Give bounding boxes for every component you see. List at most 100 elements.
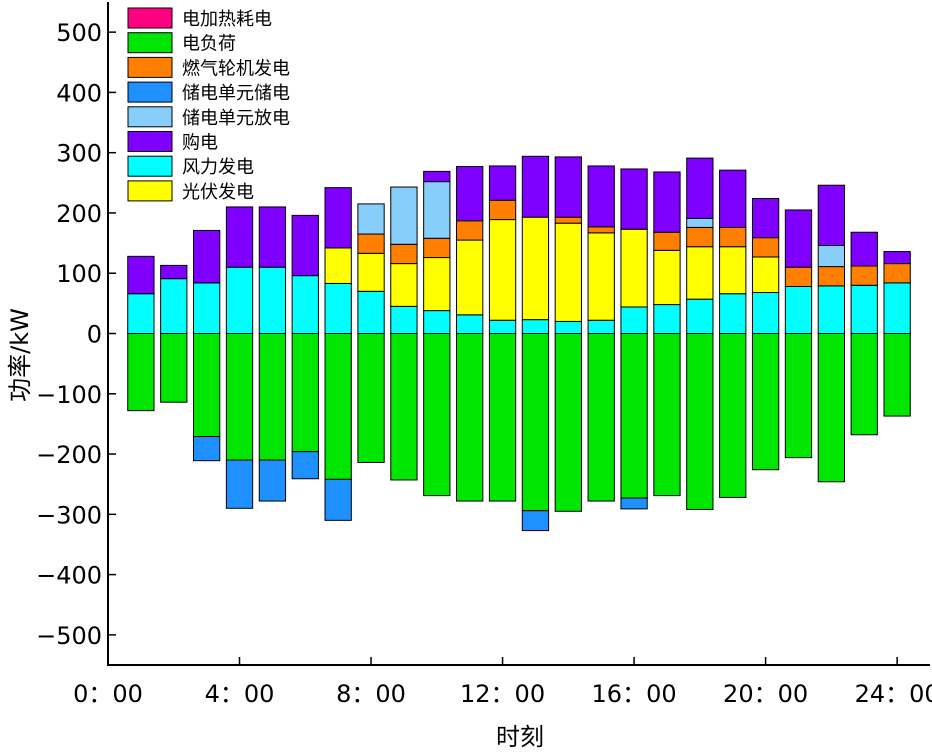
bar-segment-h19-s7 — [719, 246, 747, 295]
x-tick-label: 0：00 — [73, 680, 143, 708]
bar-segment-h8-s6 — [357, 290, 385, 334]
bar-segment-h8-s1 — [357, 333, 385, 463]
bar-segment-h11-s2 — [456, 220, 484, 241]
bar-segment-h8-s2 — [357, 233, 385, 254]
bar-segment-h10-s2 — [423, 237, 451, 259]
bar-segment-h16-s7 — [620, 228, 648, 308]
y-tick-label: 300 — [56, 140, 102, 168]
bar-segment-h22-s2 — [817, 266, 846, 287]
bar-segment-h7-s5 — [324, 187, 352, 249]
bar-segment-h19-s5 — [719, 169, 747, 228]
bar-segment-h6-s5 — [291, 214, 319, 277]
legend-label: 电加热耗电 — [182, 9, 272, 30]
bar-segment-h20-s6 — [751, 292, 780, 335]
bar-segment-h9-s6 — [390, 305, 418, 335]
bar-segment-h12-s6 — [488, 319, 517, 334]
x-tick-label: 20：00 — [723, 680, 808, 708]
bar-segment-h22-s5 — [817, 184, 846, 246]
bar-segment-h22-s1 — [817, 333, 846, 483]
legend-label: 储电单元储电 — [182, 83, 290, 104]
x-tick-label: 8：00 — [336, 680, 406, 708]
legend-label: 储电单元放电 — [182, 108, 290, 129]
bar-segment-h1-s6 — [127, 293, 155, 334]
bar-segment-h14-s7 — [554, 222, 582, 322]
legend-swatch — [127, 131, 173, 152]
legend-label: 燃气轮机发电 — [182, 58, 290, 79]
y-tick-label: 200 — [56, 200, 102, 228]
bar-segment-h19-s2 — [719, 226, 747, 248]
legend-swatch — [127, 155, 173, 177]
bar-segment-h9-s1 — [390, 333, 418, 481]
bar-segment-h11-s5 — [456, 166, 484, 222]
bar-segment-h9-s4 — [390, 186, 418, 245]
bar-segment-h18-s2 — [686, 226, 714, 248]
bar-segment-h22-s6 — [817, 285, 846, 335]
x-tick-label: 16：00 — [592, 680, 677, 708]
bar-segment-h12-s2 — [488, 199, 517, 221]
y-tick-label: 0 — [87, 321, 102, 349]
bar-segment-h5-s1 — [258, 333, 287, 461]
y-tick-label: 400 — [56, 79, 102, 107]
legend-label: 购电 — [182, 133, 218, 154]
bar-segment-h16-s6 — [620, 306, 648, 335]
bar-segment-h11-s6 — [456, 314, 484, 335]
bar-segment-h13-s1 — [521, 333, 550, 512]
bar-segment-h10-s6 — [423, 310, 451, 335]
bar-segment-h15-s2 — [587, 226, 615, 234]
bar-segment-h9-s2 — [390, 243, 418, 265]
bar-segment-h3-s3 — [192, 436, 221, 462]
bar-segment-h13-s5 — [521, 155, 550, 218]
bar-segment-h3-s1 — [192, 333, 221, 438]
legend-swatch — [127, 32, 173, 54]
y-tick-label: −200 — [36, 441, 102, 469]
bar-segment-h14-s2 — [554, 216, 582, 224]
bar-segment-h21-s6 — [784, 285, 813, 334]
bar-segment-h21-s2 — [784, 266, 813, 287]
bar-segment-h11-s1 — [456, 333, 484, 502]
y-tick-label: 500 — [56, 19, 102, 47]
legend-label: 风力发电 — [182, 157, 254, 178]
bar-segment-h14-s5 — [554, 156, 582, 218]
bar-segment-h5-s5 — [258, 206, 287, 268]
bar-segment-h20-s2 — [751, 237, 780, 258]
legend-swatch — [127, 106, 173, 128]
bar-segment-h23-s2 — [850, 265, 878, 286]
bar-segment-h12-s1 — [488, 333, 517, 502]
bars-layer — [127, 155, 911, 532]
legend-swatch — [127, 180, 173, 202]
bar-segment-h23-s5 — [850, 231, 878, 267]
bar-segment-h1-s5 — [127, 255, 155, 295]
bar-segment-h24-s1 — [883, 333, 911, 417]
bar-segment-h21-s5 — [784, 209, 813, 268]
bar-segment-h2-s5 — [160, 264, 188, 280]
bar-segment-h4-s6 — [225, 266, 254, 335]
bar-segment-h15-s1 — [587, 333, 615, 502]
bar-segment-h4-s1 — [225, 333, 254, 461]
bar-segment-h15-s6 — [587, 319, 615, 334]
bar-segment-h23-s1 — [850, 333, 878, 436]
y-tick-label: −400 — [36, 562, 102, 590]
bar-segment-h16-s5 — [620, 168, 648, 230]
bar-segment-h18-s1 — [686, 333, 714, 510]
bar-segment-h19-s6 — [719, 293, 747, 334]
y-axis-title: 功率/kW — [6, 308, 34, 402]
bar-segment-h13-s3 — [521, 510, 550, 532]
bar-segment-h6-s1 — [291, 333, 319, 453]
bar-segment-h17-s5 — [653, 171, 681, 233]
y-tick-label: −300 — [36, 501, 102, 529]
bar-segment-h12-s7 — [488, 219, 517, 321]
bar-segment-h7-s7 — [324, 247, 352, 284]
bar-segment-h3-s6 — [192, 282, 221, 334]
bar-segment-h20-s7 — [751, 256, 780, 294]
legend-swatch — [127, 81, 173, 103]
y-tick-label: −100 — [36, 381, 102, 409]
x-axis-ticks: 0：00 4：00 8：00 12：00 16：00 20：00 24：00 — [73, 657, 932, 708]
bar-segment-h17-s6 — [653, 304, 681, 335]
bar-segment-h14-s1 — [554, 333, 582, 512]
legend-label: 光伏发电 — [182, 182, 254, 203]
bar-segment-h6-s6 — [291, 275, 319, 335]
bar-segment-h10-s5 — [423, 170, 451, 183]
bar-segment-h8-s4 — [357, 203, 385, 235]
bar-segment-h6-s3 — [291, 451, 319, 480]
bar-segment-h10-s7 — [423, 257, 451, 312]
